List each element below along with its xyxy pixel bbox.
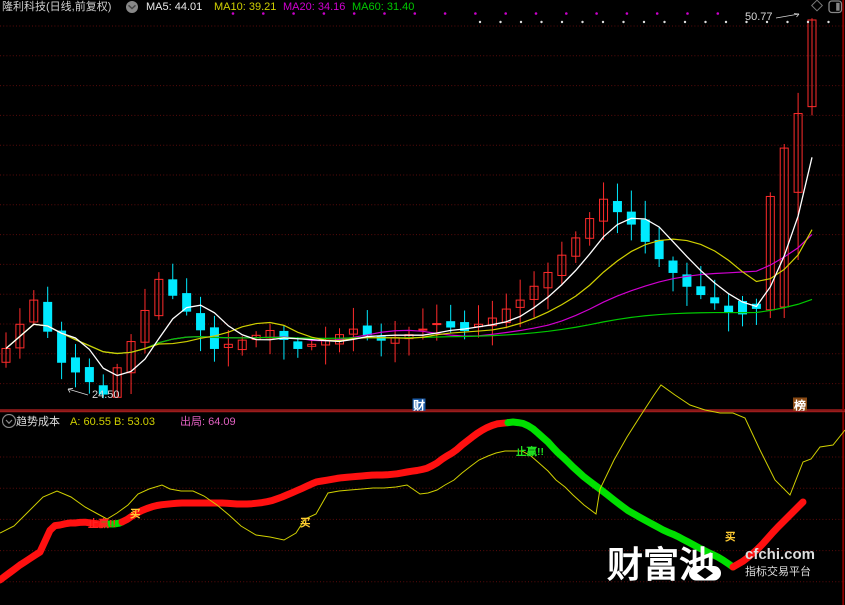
svg-text:买: 买 <box>725 531 736 543</box>
svg-text:止赢!!: 止赢!! <box>88 517 116 530</box>
svg-text:止赢!!: 止赢!! <box>516 445 544 458</box>
svg-text:买: 买 <box>300 517 311 529</box>
svg-text:买: 买 <box>130 508 141 520</box>
